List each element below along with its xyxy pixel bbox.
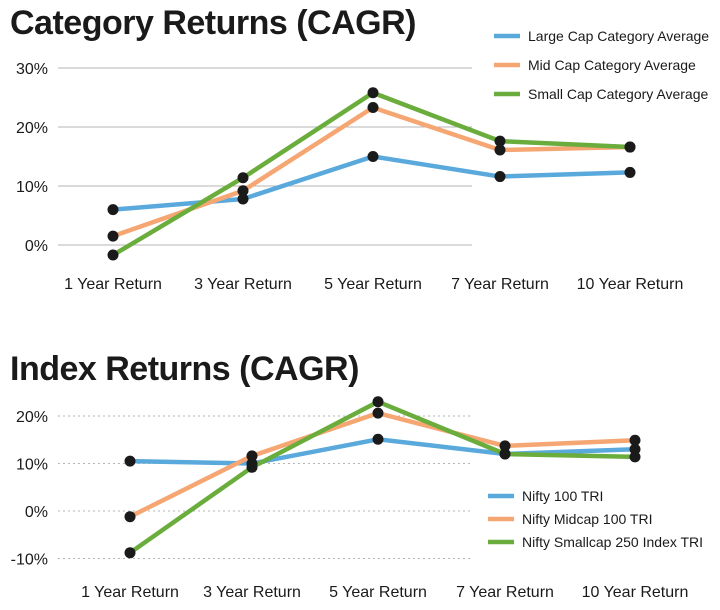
data-point bbox=[499, 448, 511, 460]
x-tick-label: 1 Year Return bbox=[64, 276, 162, 293]
legend-label: Small Cap Category Average bbox=[528, 86, 708, 102]
data-point bbox=[124, 511, 136, 523]
series-line-1 bbox=[110, 154, 633, 212]
data-point bbox=[372, 433, 384, 445]
data-point bbox=[629, 451, 641, 463]
y-tick-label: -10% bbox=[11, 552, 48, 569]
data-point bbox=[367, 102, 379, 114]
data-point bbox=[367, 87, 379, 99]
y-tick-label: 10% bbox=[16, 457, 48, 474]
data-point bbox=[372, 396, 384, 408]
data-point bbox=[494, 144, 506, 156]
legend-label: Mid Cap Category Average bbox=[528, 57, 696, 73]
x-tick-label: 3 Year Return bbox=[203, 584, 301, 601]
x-tick-label: 5 Year Return bbox=[329, 584, 427, 601]
y-tick-label: 20% bbox=[16, 120, 48, 137]
data-point bbox=[246, 461, 258, 473]
data-point bbox=[237, 193, 249, 205]
chart-2: 20% 10% 0% -10% 1 Year Return 3 Year Return 5 … bbox=[11, 396, 703, 601]
data-point bbox=[124, 455, 136, 467]
data-point bbox=[107, 230, 119, 242]
data-point bbox=[246, 450, 258, 462]
data-point bbox=[494, 135, 506, 147]
data-point bbox=[107, 204, 119, 216]
legend-label: Nifty Midcap 100 TRI bbox=[522, 511, 652, 527]
data-point bbox=[629, 443, 641, 455]
data-point bbox=[237, 172, 249, 184]
data-point bbox=[629, 434, 641, 446]
x-tick-label: 1 Year Return bbox=[81, 584, 179, 601]
data-point bbox=[499, 440, 511, 452]
y-tick-label: 10% bbox=[16, 179, 48, 196]
data-point bbox=[494, 171, 506, 183]
data-point bbox=[367, 151, 379, 162]
legend-label: Nifty 100 TRI bbox=[522, 488, 603, 504]
legend-label: Large Cap Category Average bbox=[528, 28, 709, 44]
y-tick-label: 0% bbox=[25, 238, 48, 255]
chart-title-category-returns: Category Returns (CAGR) bbox=[10, 4, 416, 42]
y-tick-label: 30% bbox=[16, 61, 48, 78]
x-tick-label: 10 Year Return bbox=[577, 276, 684, 293]
x-tick-label: 7 Year Return bbox=[456, 584, 554, 601]
legend-label: Nifty Smallcap 250 Index TRI bbox=[522, 534, 703, 550]
data-point bbox=[624, 166, 636, 178]
chart-1: 30% 20% 10% 0% 1 Year Return 3 Year Return 5 Y… bbox=[16, 28, 709, 293]
x-tick-label: 3 Year Return bbox=[194, 276, 292, 293]
data-point bbox=[372, 407, 384, 419]
x-tick-label: 5 Year Return bbox=[324, 276, 422, 293]
x-tick-label: 10 Year Return bbox=[582, 584, 689, 601]
x-tick-label: 7 Year Return bbox=[451, 276, 549, 293]
data-point bbox=[124, 547, 136, 559]
data-point bbox=[624, 141, 636, 153]
y-tick-label: 20% bbox=[16, 409, 48, 426]
chart-title-index-returns: Index Returns (CAGR) bbox=[10, 350, 359, 388]
data-point bbox=[107, 249, 119, 261]
data-point bbox=[237, 185, 249, 197]
y-tick-label: 0% bbox=[25, 504, 48, 521]
